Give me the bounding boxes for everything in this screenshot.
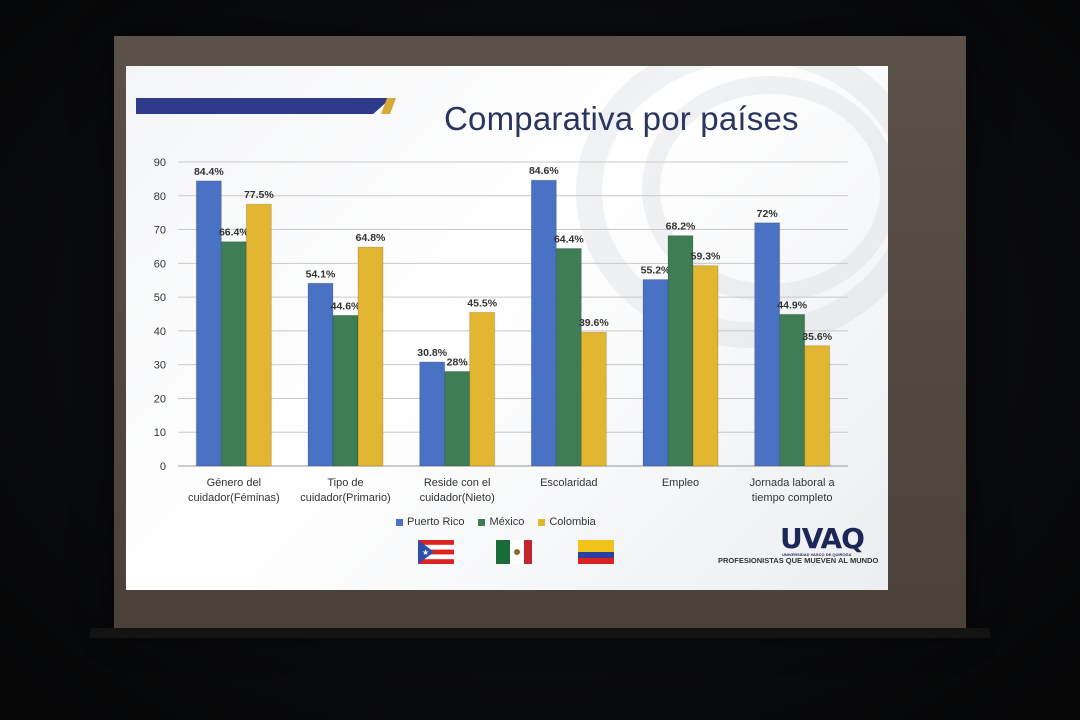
bar-colombia: [357, 246, 384, 467]
data-label: 54.1%: [306, 268, 336, 280]
y-tick-label: 10: [154, 427, 166, 439]
bar-colombia: [580, 331, 607, 467]
bar-colombia: [245, 203, 272, 467]
data-label: 77.5%: [244, 189, 274, 201]
bar-méxico: [555, 247, 582, 467]
bar-puerto-rico: [530, 179, 557, 467]
x-tick-label: cuidador(Nieto): [420, 492, 495, 504]
data-label: 66.4%: [219, 227, 249, 239]
bar-puerto-rico: [754, 222, 781, 467]
x-tick-label: tiempo completo: [752, 492, 833, 504]
bar-puerto-rico: [307, 282, 334, 467]
legend-label: México: [489, 516, 525, 528]
legend-swatch: [478, 518, 486, 526]
y-tick-label: 20: [154, 393, 166, 405]
data-label: 44.6%: [331, 300, 361, 312]
bar-puerto-rico: [419, 361, 446, 467]
data-label: 84.4%: [194, 166, 224, 178]
bar-colombia: [469, 311, 496, 467]
puerto-rico-flag: ★: [418, 540, 454, 564]
data-label: 55.2%: [641, 265, 671, 277]
x-tick-label: cuidador(Primario): [300, 492, 390, 504]
mexico-flag: [496, 540, 532, 564]
bar-colombia: [804, 345, 831, 467]
data-label: 30.8%: [417, 347, 447, 359]
bar-méxico: [779, 313, 806, 467]
x-tick-label: Jornada laboral a: [750, 477, 836, 489]
x-tick-label: Reside con el: [424, 477, 491, 489]
bar-méxico: [667, 235, 694, 467]
data-label: 64.4%: [554, 233, 584, 245]
x-tick-label: Escolaridad: [540, 477, 597, 489]
svg-text:★: ★: [422, 548, 429, 557]
bar-puerto-rico: [642, 279, 669, 467]
data-label: 35.6%: [802, 331, 832, 343]
chart-legend: Puerto Rico México Colombia: [396, 516, 596, 528]
tagline: PROFESIONISTAS QUE MUEVEN AL MUNDO: [718, 556, 879, 565]
presentation-slide: Comparativa por países 0 10 20 30 40 50 60 70 80…: [126, 66, 888, 590]
screen-bottom-bar: [90, 628, 990, 638]
y-tick-label: 50: [154, 292, 166, 304]
legend-swatch: [538, 518, 546, 526]
bar-chart: 0 10 20 30 40 50 60 70 80 90 84.4% 66.4% 77.5% Género…: [154, 157, 848, 504]
y-tick-label: 0: [160, 461, 166, 473]
legend-label: Colombia: [549, 516, 596, 528]
slide-title: Comparativa por países: [444, 100, 799, 137]
bar-méxico: [220, 241, 247, 467]
data-label: 39.6%: [579, 317, 609, 329]
data-label: 44.9%: [777, 299, 807, 311]
y-tick-label: 60: [154, 258, 166, 270]
bar-puerto-rico: [195, 180, 222, 467]
y-tick-label: 30: [154, 360, 166, 372]
y-tick-label: 70: [154, 225, 166, 237]
bar-méxico: [444, 370, 471, 467]
legend-swatch: [396, 518, 403, 526]
legend-item: Colombia: [538, 516, 596, 528]
data-label: 59.3%: [691, 251, 721, 263]
data-label: 68.2%: [666, 221, 696, 233]
y-tick-label: 90: [154, 157, 166, 169]
x-tick-label: Tipo de: [327, 477, 363, 489]
data-label: 64.8%: [356, 232, 386, 244]
legend-item: Puerto Rico: [396, 516, 464, 528]
x-tick-label: cuidador(Féminas): [188, 492, 280, 504]
legend-label: Puerto Rico: [407, 516, 465, 528]
data-label: 72%: [757, 208, 779, 220]
x-tick-label: Empleo: [662, 477, 699, 489]
data-label: 45.5%: [467, 297, 497, 309]
y-tick-label: 40: [154, 326, 166, 338]
uvaq-logo: UVAQ: [780, 522, 865, 555]
header-band: [136, 98, 391, 114]
data-label: 84.6%: [529, 165, 559, 177]
bar-méxico: [332, 314, 359, 467]
x-tick-label: Género del: [207, 477, 261, 489]
y-tick-label: 80: [154, 191, 166, 203]
data-label: 28%: [447, 356, 469, 368]
uvaq-logo-subtitle: UNIVERSIDAD VASCO DE QUIROGA: [782, 552, 852, 557]
bar-colombia: [692, 265, 719, 467]
legend-item: México: [478, 516, 524, 528]
colombia-flag: [578, 540, 614, 564]
